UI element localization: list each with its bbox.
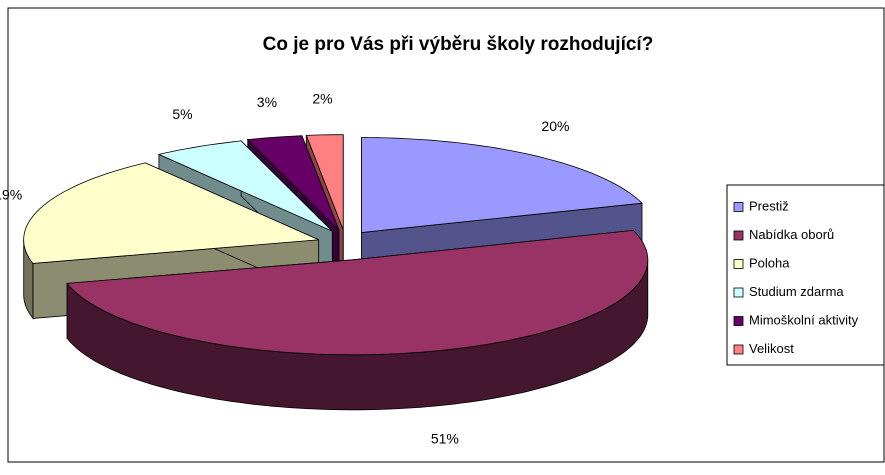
legend-swatch bbox=[733, 202, 744, 212]
pie: 20% 51% 19% 5% 3% 2% bbox=[0, 91, 649, 446]
legend-label: Poloha bbox=[749, 255, 790, 270]
legend-swatch bbox=[733, 230, 744, 241]
data-label: 20% bbox=[541, 118, 569, 134]
legend-swatch bbox=[733, 344, 744, 355]
legend-swatch bbox=[733, 287, 744, 298]
slice-top bbox=[66, 229, 649, 356]
slice-top bbox=[246, 135, 340, 231]
legend-swatch bbox=[733, 316, 744, 326]
legend-label: Studium zdarma bbox=[749, 284, 844, 299]
legend-label: Nabídka oborů bbox=[749, 227, 834, 242]
legend-label: Velikost bbox=[749, 341, 794, 356]
slice-top bbox=[157, 140, 333, 232]
data-label: 51% bbox=[431, 430, 459, 446]
pie-slice bbox=[66, 229, 649, 411]
slice-top bbox=[305, 134, 344, 230]
legend-box bbox=[726, 184, 885, 366]
chart-title: Co je pro Vás při výběru školy rozhodují… bbox=[263, 34, 654, 55]
legend-swatch bbox=[733, 259, 744, 269]
legend-label: Mimoškolní aktivity bbox=[749, 312, 859, 327]
data-label: 2% bbox=[312, 91, 332, 107]
slice-top bbox=[361, 137, 643, 233]
slice-top bbox=[23, 162, 319, 264]
data-label: 3% bbox=[257, 94, 277, 110]
data-label: 5% bbox=[172, 106, 192, 122]
legend-label: Prestiž bbox=[749, 198, 789, 213]
legend: Prestiž Nabídka oborů Poloha Studium zdarma… bbox=[733, 198, 859, 356]
data-label: 19% bbox=[0, 186, 22, 202]
